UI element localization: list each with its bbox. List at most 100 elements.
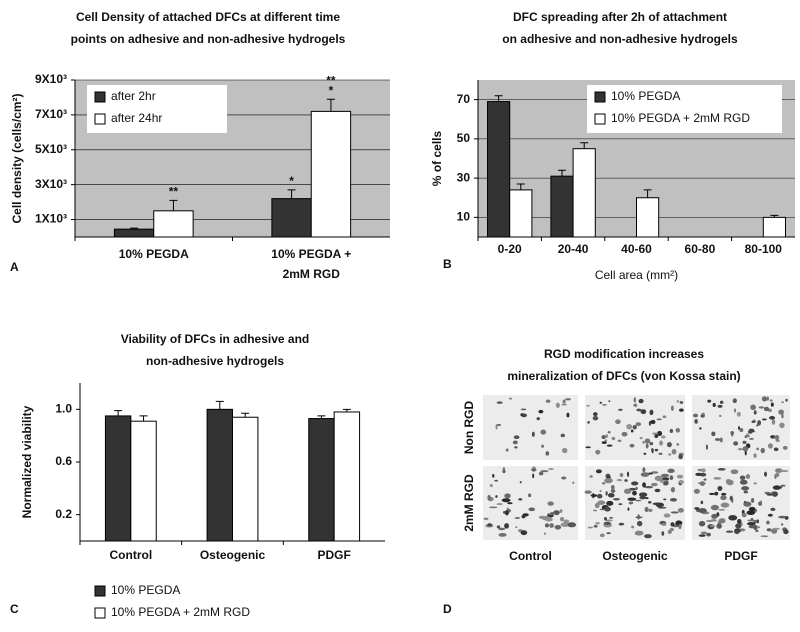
stained-cell — [642, 467, 646, 473]
bar — [762, 216, 786, 238]
stained-cell — [700, 531, 708, 535]
stained-cell — [604, 478, 613, 484]
stained-cell — [734, 530, 740, 535]
stained-cell — [661, 522, 667, 526]
stained-cell — [743, 490, 749, 494]
y-tick-label: 5X10³ — [35, 142, 67, 156]
error-bar — [114, 410, 123, 416]
stained-cell — [735, 523, 742, 529]
stained-cell — [522, 513, 529, 517]
stained-cell — [642, 482, 646, 488]
stained-cell — [659, 440, 663, 446]
stained-cell — [630, 429, 634, 433]
stained-cell — [695, 472, 703, 477]
stained-cell — [596, 493, 603, 499]
stained-cell — [604, 439, 608, 442]
x-tick-label: 2mM RGD — [283, 267, 341, 281]
stained-cell — [520, 408, 527, 411]
stained-cell — [590, 494, 598, 497]
stained-cell — [498, 527, 506, 531]
stained-cell — [714, 491, 719, 496]
stained-cell — [520, 530, 528, 536]
stained-cell — [698, 508, 707, 514]
bar — [308, 418, 335, 542]
stained-cell — [636, 523, 642, 525]
bar — [487, 101, 511, 238]
stained-cell — [759, 500, 763, 503]
legend-box — [587, 85, 782, 133]
stained-cell — [757, 526, 761, 529]
stained-cell — [772, 527, 780, 530]
panel-letter: D — [443, 602, 452, 616]
stained-cell — [785, 398, 788, 402]
stained-cell — [541, 444, 545, 448]
chart-title: non-adhesive hydrogels — [146, 354, 284, 368]
stained-cell — [654, 448, 659, 452]
stained-cell — [753, 453, 757, 458]
stained-cell — [560, 433, 566, 438]
y-axis-label: % of cells — [430, 131, 444, 187]
stained-cell — [606, 532, 611, 534]
legend-label: 10% PEGDA + 2mM RGD — [111, 605, 250, 619]
stained-cell — [643, 452, 647, 455]
stained-cell — [781, 413, 784, 419]
stained-cell — [753, 482, 757, 485]
stained-cell — [775, 439, 780, 442]
stained-cell — [705, 444, 708, 450]
stained-cell — [782, 445, 788, 450]
stained-cell — [606, 500, 614, 506]
stained-cell — [633, 397, 637, 403]
stained-cell — [638, 398, 644, 404]
error-bar — [139, 415, 148, 422]
stained-cell — [528, 507, 536, 512]
stained-cell — [739, 479, 748, 485]
stained-cell — [693, 488, 700, 494]
stained-cell — [743, 501, 752, 507]
stained-cell — [615, 419, 621, 425]
stained-cell — [733, 408, 737, 413]
stained-cell — [669, 428, 674, 434]
stained-cell — [621, 431, 628, 437]
legend-label: after 24hr — [111, 111, 162, 125]
stained-cell — [714, 438, 721, 441]
stained-cell — [778, 409, 785, 415]
stained-cell — [693, 413, 699, 418]
stained-cell — [561, 447, 568, 454]
stained-cell — [487, 494, 491, 501]
x-tick-label: Control — [110, 548, 153, 562]
stained-cell — [559, 517, 565, 522]
stained-cell — [639, 436, 643, 440]
stained-cell — [663, 513, 671, 518]
stained-cell — [519, 481, 522, 484]
stained-cell — [633, 404, 636, 407]
bar — [271, 198, 312, 238]
stained-cell — [770, 435, 776, 439]
stained-cell — [730, 431, 735, 435]
error-bar — [241, 412, 250, 418]
stained-cell — [781, 401, 785, 404]
stained-cell — [624, 479, 628, 482]
stained-cell — [697, 482, 707, 485]
stained-cell — [538, 471, 544, 476]
stained-cell — [561, 403, 567, 406]
stained-cell — [645, 443, 649, 449]
stained-cell — [719, 437, 723, 443]
y-tick-label: 0.2 — [55, 507, 72, 521]
stained-cell — [635, 499, 642, 502]
stained-cell — [518, 498, 523, 501]
stained-cell — [751, 420, 756, 423]
x-tick-label: 60-80 — [685, 242, 716, 256]
stained-cell — [756, 424, 759, 427]
stained-cell — [599, 489, 602, 493]
stained-cell — [726, 479, 734, 486]
stained-cell — [721, 492, 727, 496]
stained-cell — [513, 435, 520, 440]
x-axis-label: Cell area (mm²) — [595, 268, 678, 282]
bar — [153, 210, 194, 238]
stained-cell — [719, 400, 724, 404]
stained-cell — [626, 423, 633, 430]
panel-letter: B — [443, 257, 452, 271]
stained-cell — [635, 516, 643, 519]
stained-cell — [553, 510, 560, 516]
